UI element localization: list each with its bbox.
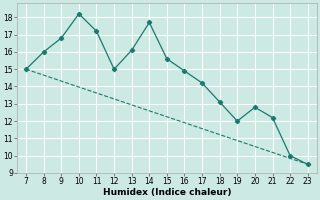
X-axis label: Humidex (Indice chaleur): Humidex (Indice chaleur) [103, 188, 231, 197]
